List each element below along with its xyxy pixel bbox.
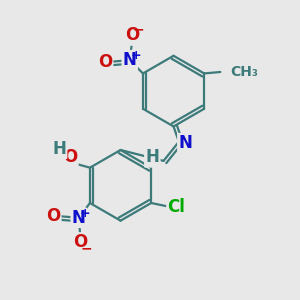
Text: +: + [80, 207, 91, 220]
Text: O: O [73, 233, 87, 251]
Text: N: N [178, 134, 192, 152]
Text: O: O [63, 148, 77, 166]
Text: H: H [146, 148, 159, 166]
Text: N: N [72, 209, 86, 227]
Text: O: O [125, 26, 139, 44]
Text: −: − [133, 22, 144, 37]
Text: −: − [81, 241, 92, 255]
Text: N: N [123, 51, 136, 69]
Text: O: O [46, 207, 60, 225]
Text: H: H [53, 140, 67, 158]
Text: +: + [131, 49, 142, 62]
Text: CH₃: CH₃ [230, 65, 258, 79]
Text: Cl: Cl [167, 197, 185, 215]
Text: O: O [98, 53, 112, 71]
